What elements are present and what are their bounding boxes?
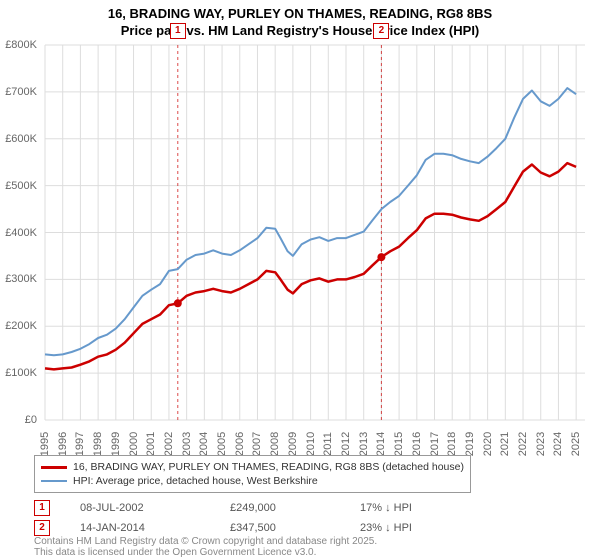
row-price: £249,000 — [230, 502, 360, 514]
footer-attribution: Contains HM Land Registry data © Crown c… — [34, 536, 377, 558]
x-axis-label: 2011 — [322, 432, 334, 456]
x-axis-label: 1998 — [92, 432, 104, 456]
row-delta: 23% ↓ HPI — [360, 522, 490, 534]
x-axis-label: 2013 — [358, 432, 370, 456]
row-marker: 1 — [34, 500, 50, 516]
x-axis-label: 1997 — [74, 432, 86, 456]
legend-label: HPI: Average price, detached house, West… — [73, 475, 318, 487]
x-axis-label: 2003 — [181, 432, 193, 456]
x-axis-label: 2012 — [340, 432, 352, 456]
x-axis-label: 2016 — [411, 432, 423, 456]
y-axis-label: £100K — [5, 367, 37, 379]
chart-area: £0£100K£200K£300K£400K£500K£600K£700K£80… — [45, 45, 585, 420]
x-axis-label: 2020 — [482, 432, 494, 456]
x-axis-label: 2006 — [234, 432, 246, 456]
x-axis-label: 2021 — [499, 432, 511, 456]
title-line2: Price paid vs. HM Land Registry's House … — [0, 23, 600, 40]
x-axis-label: 2015 — [393, 432, 405, 456]
chart-marker: 2 — [373, 23, 389, 39]
x-axis-label: 1999 — [110, 432, 122, 456]
x-axis-label: 1995 — [39, 432, 51, 456]
x-axis-label: 2018 — [446, 432, 458, 456]
y-axis-label: £500K — [5, 180, 37, 192]
x-axis-label: 2019 — [464, 432, 476, 456]
legend: 16, BRADING WAY, PURLEY ON THAMES, READI… — [34, 455, 471, 493]
legend-item: 16, BRADING WAY, PURLEY ON THAMES, READI… — [41, 460, 464, 474]
row-date: 08-JUL-2002 — [80, 502, 230, 514]
y-axis-label: £400K — [5, 227, 37, 239]
legend-label: 16, BRADING WAY, PURLEY ON THAMES, READI… — [73, 461, 464, 473]
row-date: 14-JAN-2014 — [80, 522, 230, 534]
x-axis-label: 2009 — [287, 432, 299, 456]
row-price: £347,500 — [230, 522, 360, 534]
footer-line2: This data is licensed under the Open Gov… — [34, 547, 377, 558]
x-axis-label: 2024 — [552, 432, 564, 456]
x-axis-label: 2023 — [535, 432, 547, 456]
transaction-row: 1 08-JUL-2002£249,00017% ↓ HPI — [34, 498, 490, 518]
y-axis-label: £600K — [5, 133, 37, 145]
chart-title: 16, BRADING WAY, PURLEY ON THAMES, READI… — [0, 0, 600, 40]
title-line1: 16, BRADING WAY, PURLEY ON THAMES, READI… — [0, 6, 600, 23]
x-axis-label: 2022 — [517, 432, 529, 456]
legend-item: HPI: Average price, detached house, West… — [41, 474, 464, 488]
line-chart — [45, 45, 585, 420]
transaction-table: 1 08-JUL-2002£249,00017% ↓ HPI 2 14-JAN-201… — [34, 498, 490, 538]
x-axis-label: 2025 — [570, 432, 582, 456]
x-axis-label: 2000 — [128, 432, 140, 456]
x-axis-label: 2017 — [429, 432, 441, 456]
y-axis-label: £200K — [5, 320, 37, 332]
chart-marker: 1 — [170, 23, 186, 39]
x-axis-label: 2001 — [145, 432, 157, 456]
x-axis-label: 2005 — [216, 432, 228, 456]
y-axis-label: £800K — [5, 39, 37, 51]
transaction-row: 2 14-JAN-2014£347,50023% ↓ HPI — [34, 518, 490, 538]
x-axis-label: 2014 — [375, 432, 387, 456]
x-axis-label: 1996 — [57, 432, 69, 456]
y-axis-label: £700K — [5, 86, 37, 98]
row-delta: 17% ↓ HPI — [360, 502, 490, 514]
x-axis-label: 2007 — [251, 432, 263, 456]
y-axis-label: £0 — [25, 414, 37, 426]
x-axis-label: 2008 — [269, 432, 281, 456]
legend-swatch — [41, 466, 67, 469]
footer-line1: Contains HM Land Registry data © Crown c… — [34, 536, 377, 547]
y-axis-label: £300K — [5, 273, 37, 285]
x-axis-label: 2004 — [198, 432, 210, 456]
x-axis-label: 2010 — [305, 432, 317, 456]
row-marker: 2 — [34, 520, 50, 536]
legend-swatch — [41, 480, 67, 482]
x-axis-label: 2002 — [163, 432, 175, 456]
